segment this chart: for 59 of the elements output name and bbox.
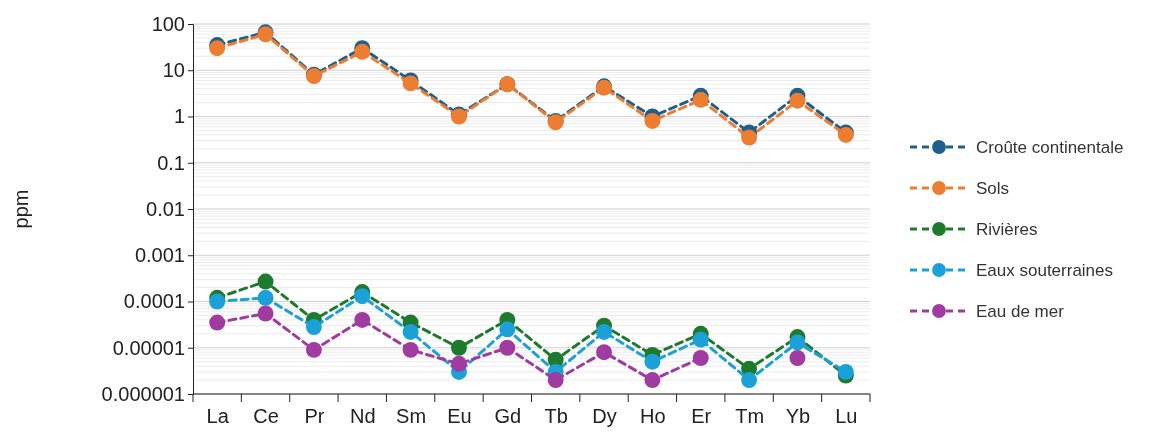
x-tick-label: Sm: [396, 405, 427, 427]
y-tick-label: 0.00001: [112, 336, 185, 359]
point: [305, 319, 322, 336]
point: [402, 323, 419, 340]
x-tick-label: Nd: [349, 405, 376, 427]
y-tick-label: 0.000001: [101, 382, 185, 405]
point: [257, 289, 274, 306]
point: [209, 293, 226, 310]
point: [644, 113, 661, 129]
legend-label: Sols: [976, 178, 1010, 198]
legend-label: Eaux souterraines: [976, 260, 1114, 280]
point: [596, 323, 613, 340]
point: [644, 372, 661, 389]
point: [789, 334, 806, 351]
x-tick-label: Pr: [304, 405, 325, 427]
y-tick-label: 0.001: [134, 244, 185, 267]
point: [209, 314, 226, 331]
x-tick-label: Tb: [544, 405, 568, 427]
point: [644, 353, 661, 370]
x-tick-label: Dy: [592, 405, 617, 427]
legend-label: Croûte continentale: [976, 137, 1124, 157]
point: [499, 321, 516, 338]
x-tick-label: Ho: [640, 405, 666, 427]
point: [354, 311, 371, 328]
x-tick-label: Lu: [835, 405, 858, 427]
y-tick-label: 10: [162, 59, 185, 82]
x-tick-label: Yb: [785, 405, 811, 427]
point: [499, 339, 516, 356]
x-tick-label: Er: [691, 405, 712, 427]
x-tick-label: Ce: [253, 405, 279, 427]
point: [257, 273, 274, 290]
x-tick-label: La: [206, 405, 230, 427]
point: [257, 305, 274, 322]
point: [450, 339, 467, 356]
point: [789, 350, 806, 366]
x-tick-label: Tm: [735, 405, 765, 427]
legend-label: Rivières: [976, 219, 1038, 239]
point: [305, 341, 322, 358]
x-tick-label: Eu: [447, 405, 472, 427]
point: [741, 372, 758, 389]
y-tick-label: 1: [173, 105, 185, 128]
point: [692, 91, 709, 108]
point: [837, 363, 854, 380]
point: [789, 92, 806, 109]
y-tick-label: 0.01: [146, 197, 185, 220]
y-tick-label: 0.0001: [123, 290, 185, 313]
point: [450, 355, 467, 372]
point: [596, 344, 613, 361]
point: [741, 129, 758, 146]
point: [547, 372, 564, 389]
x-tick-label: Gd: [494, 405, 522, 427]
point: [354, 288, 371, 305]
y-tick-label: 0.1: [157, 151, 185, 174]
point: [402, 341, 419, 358]
legend-label: Eau de mer: [976, 301, 1065, 321]
point: [692, 350, 709, 366]
point: [692, 331, 709, 348]
y-tick-label: 100: [151, 12, 185, 35]
y-axis-title: ppm: [10, 189, 32, 229]
